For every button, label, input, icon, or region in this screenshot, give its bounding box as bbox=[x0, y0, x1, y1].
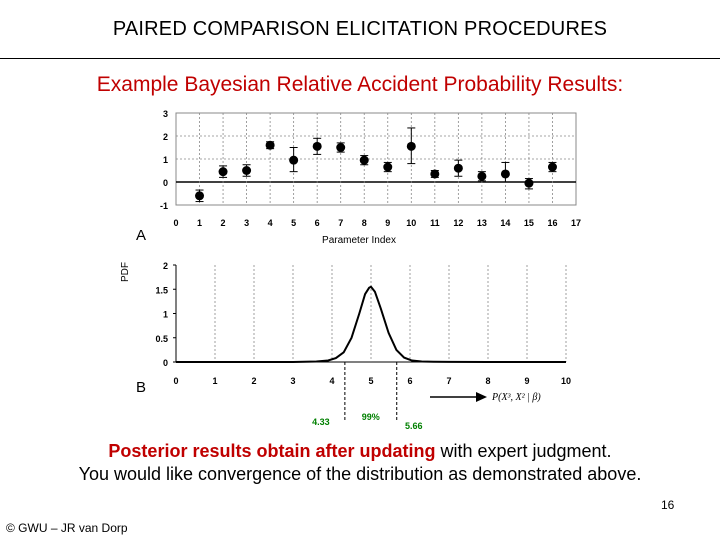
tick-label-y: 3 bbox=[163, 109, 168, 119]
x-axis-label-a: Parameter Index bbox=[322, 235, 396, 246]
tick-label-x: 4 bbox=[268, 218, 273, 228]
data-point bbox=[265, 140, 275, 150]
interval-lower-label: 4.33 bbox=[312, 417, 330, 427]
tick-label-x: 7 bbox=[446, 376, 451, 386]
tick-label-y: 0 bbox=[163, 178, 168, 188]
tick-label-x: 1 bbox=[212, 376, 217, 386]
tick-label-x: 5 bbox=[291, 218, 296, 228]
tick-label-x: 14 bbox=[500, 218, 510, 228]
tick-label-x: 11 bbox=[430, 218, 440, 228]
slide-title: PAIRED COMPARISON ELICITATION PROCEDURES bbox=[112, 18, 608, 40]
footer-credit: © GWU – JR van Dorp bbox=[6, 521, 128, 535]
tick-label-x: 6 bbox=[407, 376, 412, 386]
title-divider bbox=[0, 58, 720, 59]
tick-label-y: 1.5 bbox=[155, 285, 168, 295]
tick-label-x: 10 bbox=[406, 218, 416, 228]
data-point bbox=[359, 155, 369, 165]
tick-label-x: 7 bbox=[338, 218, 343, 228]
tick-label-x: 16 bbox=[547, 218, 557, 228]
data-point bbox=[218, 167, 228, 177]
tick-label-x: 6 bbox=[315, 218, 320, 228]
tick-label-y: 1 bbox=[163, 155, 168, 165]
slide-subtitle: Example Bayesian Relative Accident Proba… bbox=[96, 73, 624, 96]
tick-label-x: 9 bbox=[385, 218, 390, 228]
tick-label-y: 0.5 bbox=[155, 334, 168, 344]
caption-rest: with expert judgment. bbox=[435, 441, 612, 461]
data-point bbox=[524, 178, 534, 188]
tick-label-x: 4 bbox=[329, 376, 334, 386]
annotation-arrow-head bbox=[476, 392, 487, 402]
tick-label-x: 1 bbox=[197, 218, 202, 228]
tick-label-x: 3 bbox=[290, 376, 295, 386]
tick-label-x: 10 bbox=[561, 376, 571, 386]
data-point bbox=[500, 169, 510, 179]
tick-label-y: 2 bbox=[163, 132, 168, 142]
tick-label-x: 5 bbox=[368, 376, 373, 386]
tick-label-x: 8 bbox=[362, 218, 367, 228]
tick-label-x: 13 bbox=[477, 218, 487, 228]
data-point bbox=[312, 141, 322, 151]
tick-label-y: 1 bbox=[163, 310, 168, 320]
tick-label-y: -1 bbox=[160, 201, 168, 211]
page-number: 16 bbox=[661, 498, 675, 512]
y-axis-label-b: PDF bbox=[120, 262, 131, 282]
panel-b-label: B bbox=[136, 379, 147, 396]
tick-label-y: 2 bbox=[163, 261, 168, 271]
tick-label-x: 2 bbox=[221, 218, 226, 228]
tick-label-x: 12 bbox=[453, 218, 463, 228]
data-point bbox=[406, 141, 416, 151]
tick-label-x: 0 bbox=[173, 218, 178, 228]
caption-line-1: Posterior results obtain after updating … bbox=[0, 441, 720, 462]
panel-a-label: A bbox=[136, 227, 147, 244]
tick-label-x: 3 bbox=[244, 218, 249, 228]
tick-label-x: 0 bbox=[173, 376, 178, 386]
data-point bbox=[383, 162, 393, 172]
tick-label-y: 0 bbox=[163, 358, 168, 368]
tick-label-x: 9 bbox=[524, 376, 529, 386]
data-point bbox=[547, 162, 557, 172]
data-point bbox=[195, 191, 205, 201]
data-point bbox=[453, 163, 463, 173]
interval-percent-label: 99% bbox=[362, 412, 380, 422]
chart-b: 0 1 2 3 4 5 6 7 8 9 10 0 0.5 1 1.5 2 4.33 5.66 99% P(X³, X²… bbox=[155, 261, 571, 431]
data-point bbox=[336, 143, 346, 152]
data-point bbox=[430, 169, 440, 179]
tick-label-x: 17 bbox=[571, 218, 581, 228]
data-point bbox=[477, 171, 487, 181]
tick-label-x: 15 bbox=[524, 218, 534, 228]
pdf-curve bbox=[176, 285, 566, 363]
caption-highlight: Posterior results obtain after updating bbox=[108, 441, 436, 461]
annotation-label: P(X³, X² | β) bbox=[491, 392, 541, 403]
tick-label-x: 8 bbox=[485, 376, 490, 386]
interval-upper-label: 5.66 bbox=[405, 421, 423, 431]
tick-label-x: 2 bbox=[251, 376, 256, 386]
data-point bbox=[242, 166, 252, 175]
caption-line-2: You would like convergence of the distri… bbox=[78, 464, 642, 484]
data-point bbox=[289, 155, 299, 165]
